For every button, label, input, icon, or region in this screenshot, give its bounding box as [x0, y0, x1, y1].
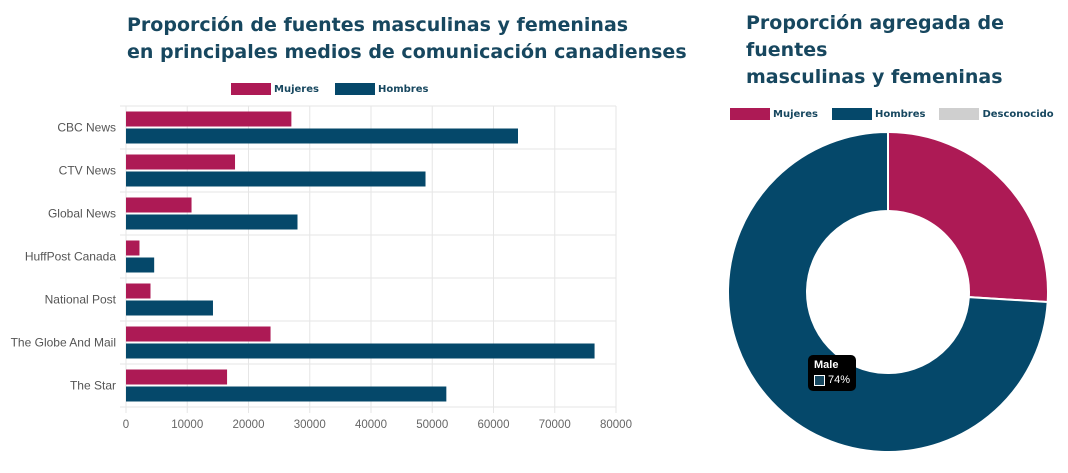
y-tick-label: CTV News: [59, 164, 116, 178]
bar-chart-title-line1: Proporción de fuentes masculinas y femen…: [127, 14, 629, 36]
x-tick-label: 50000: [416, 419, 448, 431]
bar-men: [126, 171, 426, 187]
bar-chart-title-line2: en principales medios de comunicación ca…: [127, 41, 687, 63]
donut-legend-label-unknown: Desconocido: [982, 108, 1054, 120]
donut-legend-item-women[interactable]: Mujeres: [730, 108, 818, 120]
donut-legend-item-men[interactable]: Hombres: [831, 108, 926, 120]
bar-men: [126, 257, 155, 273]
donut-legend-label-men: Hombres: [874, 108, 926, 120]
bar-legend-swatch-women: [231, 83, 271, 95]
tooltip-title: Male: [814, 359, 839, 371]
x-tick-label: 60000: [478, 419, 510, 431]
donut-legend-label-women: Mujeres: [773, 108, 818, 120]
x-tick-label: 0: [123, 419, 129, 431]
x-tick-label: 70000: [539, 419, 571, 431]
bar-women: [126, 154, 236, 170]
tooltip-swatch: [814, 374, 825, 386]
bar-legend-label-women: Mujeres: [274, 83, 319, 95]
x-tick-label: 30000: [294, 419, 326, 431]
bar-legend-label-men: Hombres: [377, 83, 429, 95]
donut-chart-title-line1: Proporción agregada de fuentes: [746, 12, 1004, 61]
tooltip-value: 74%: [828, 374, 851, 386]
bar-women: [126, 326, 271, 342]
x-tick-label: 10000: [171, 419, 203, 431]
donut-chart-title: Proporción agregada de fuentes masculina…: [746, 10, 1068, 91]
y-tick-label: HuffPost Canada: [25, 250, 116, 264]
bar-men: [126, 300, 213, 316]
bar-men: [126, 386, 447, 402]
y-tick-label: CBC News: [57, 121, 116, 135]
bar-women: [126, 111, 292, 127]
x-tick-label: 20000: [233, 419, 265, 431]
y-tick-label: The Star: [70, 379, 116, 393]
donut-tooltip: Male 74%: [808, 355, 857, 391]
bar-chart-legend: Mujeres Hombres: [231, 83, 428, 95]
bar-men: [126, 343, 595, 359]
bar-women: [126, 369, 228, 385]
bar-women: [126, 283, 151, 299]
donut-legend-swatch-women: [730, 108, 770, 120]
donut-slice-women: [887, 130, 1049, 304]
bar-men: [126, 214, 298, 230]
donut-legend-swatch-men: [831, 108, 872, 120]
donut-chart-title-line2: masculinas y femeninas: [746, 66, 1003, 88]
x-tick-label: 80000: [600, 419, 632, 431]
bar-women: [126, 240, 140, 256]
y-tick-label: National Post: [45, 293, 117, 307]
donut-slice-men: [726, 130, 1049, 453]
donut-legend-item-unknown[interactable]: Desconocido: [939, 108, 1054, 120]
bar-legend-item-women[interactable]: Mujeres: [231, 83, 319, 95]
y-tick-label: The Globe And Mail: [11, 336, 116, 350]
donut-legend-swatch-unknown: [939, 108, 980, 120]
bar-legend-swatch-men: [334, 83, 375, 95]
bar-women: [126, 197, 192, 213]
y-tick-label: Global News: [48, 207, 116, 221]
bar-men: [126, 128, 518, 144]
donut-chart-legend: Mujeres Hombres Desconocido: [730, 108, 1054, 120]
x-tick-label: 40000: [355, 419, 387, 431]
bar-chart-title: Proporción de fuentes masculinas y femen…: [127, 12, 687, 66]
bar-legend-item-men[interactable]: Hombres: [334, 83, 429, 95]
